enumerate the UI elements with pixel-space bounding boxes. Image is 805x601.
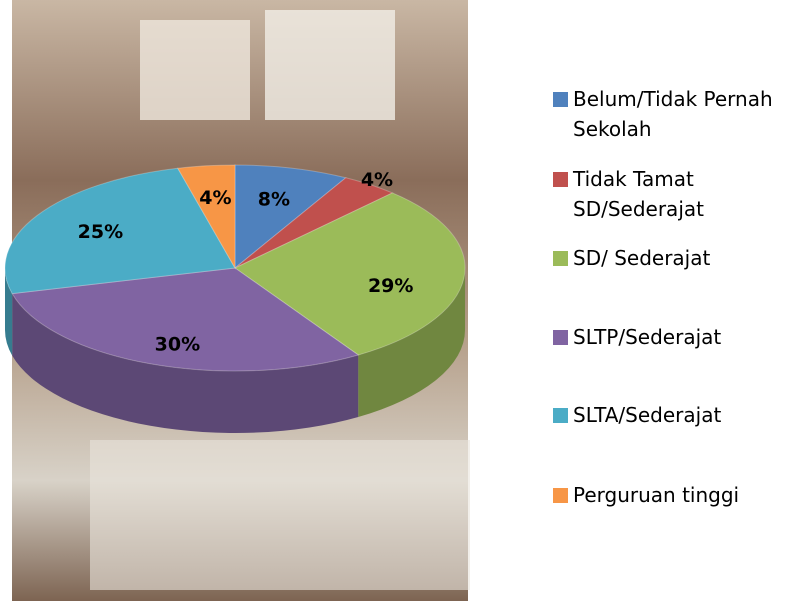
legend-item: SLTA/Sederajat <box>553 400 798 430</box>
pie-slice-side <box>12 293 359 434</box>
legend-swatch <box>553 251 568 266</box>
legend-label: SLTA/Sederajat <box>573 403 722 427</box>
legend-label: SD/ Sederajat <box>573 246 711 270</box>
data-label: 29% <box>368 275 413 297</box>
photo-board <box>140 20 250 120</box>
data-label: 4% <box>199 187 231 209</box>
data-label: 30% <box>155 334 200 356</box>
pie-slice <box>176 164 236 270</box>
data-label: 4% <box>361 169 393 191</box>
legend-label: Perguruan tinggi <box>573 483 740 507</box>
legend-label: Tidak Tamat SD/Sederajat <box>573 167 704 221</box>
pie-slice <box>4 167 236 295</box>
legend-label: Belum/Tidak Pernah Sekolah <box>573 87 773 141</box>
legend-item: SLTP/Sederajat <box>553 322 798 352</box>
legend-swatch <box>553 172 568 187</box>
data-label: 8% <box>258 189 290 211</box>
legend-item: SD/ Sederajat <box>553 243 798 273</box>
pie-slice <box>234 192 466 356</box>
legend-swatch <box>553 92 568 107</box>
legend-label: SLTP/Sederajat <box>573 325 722 349</box>
legend-swatch <box>553 488 568 503</box>
legend-item: Belum/Tidak Pernah Sekolah <box>553 84 798 144</box>
legend-item: Tidak Tamat SD/Sederajat <box>553 164 798 224</box>
pie-slice <box>11 267 360 372</box>
photo-board <box>265 10 395 120</box>
pie: 8% 4% 29% 30% 25% 4% <box>4 164 466 434</box>
legend-swatch <box>553 330 568 345</box>
data-label: 25% <box>78 221 123 243</box>
pie-slice <box>234 164 347 270</box>
legend-swatch <box>553 408 568 423</box>
pie-slice-side <box>358 268 465 417</box>
pie-slice-side <box>5 268 13 356</box>
legend-item: Perguruan tinggi <box>553 480 798 510</box>
pie-slice <box>234 177 394 269</box>
photo-desk <box>90 440 470 590</box>
